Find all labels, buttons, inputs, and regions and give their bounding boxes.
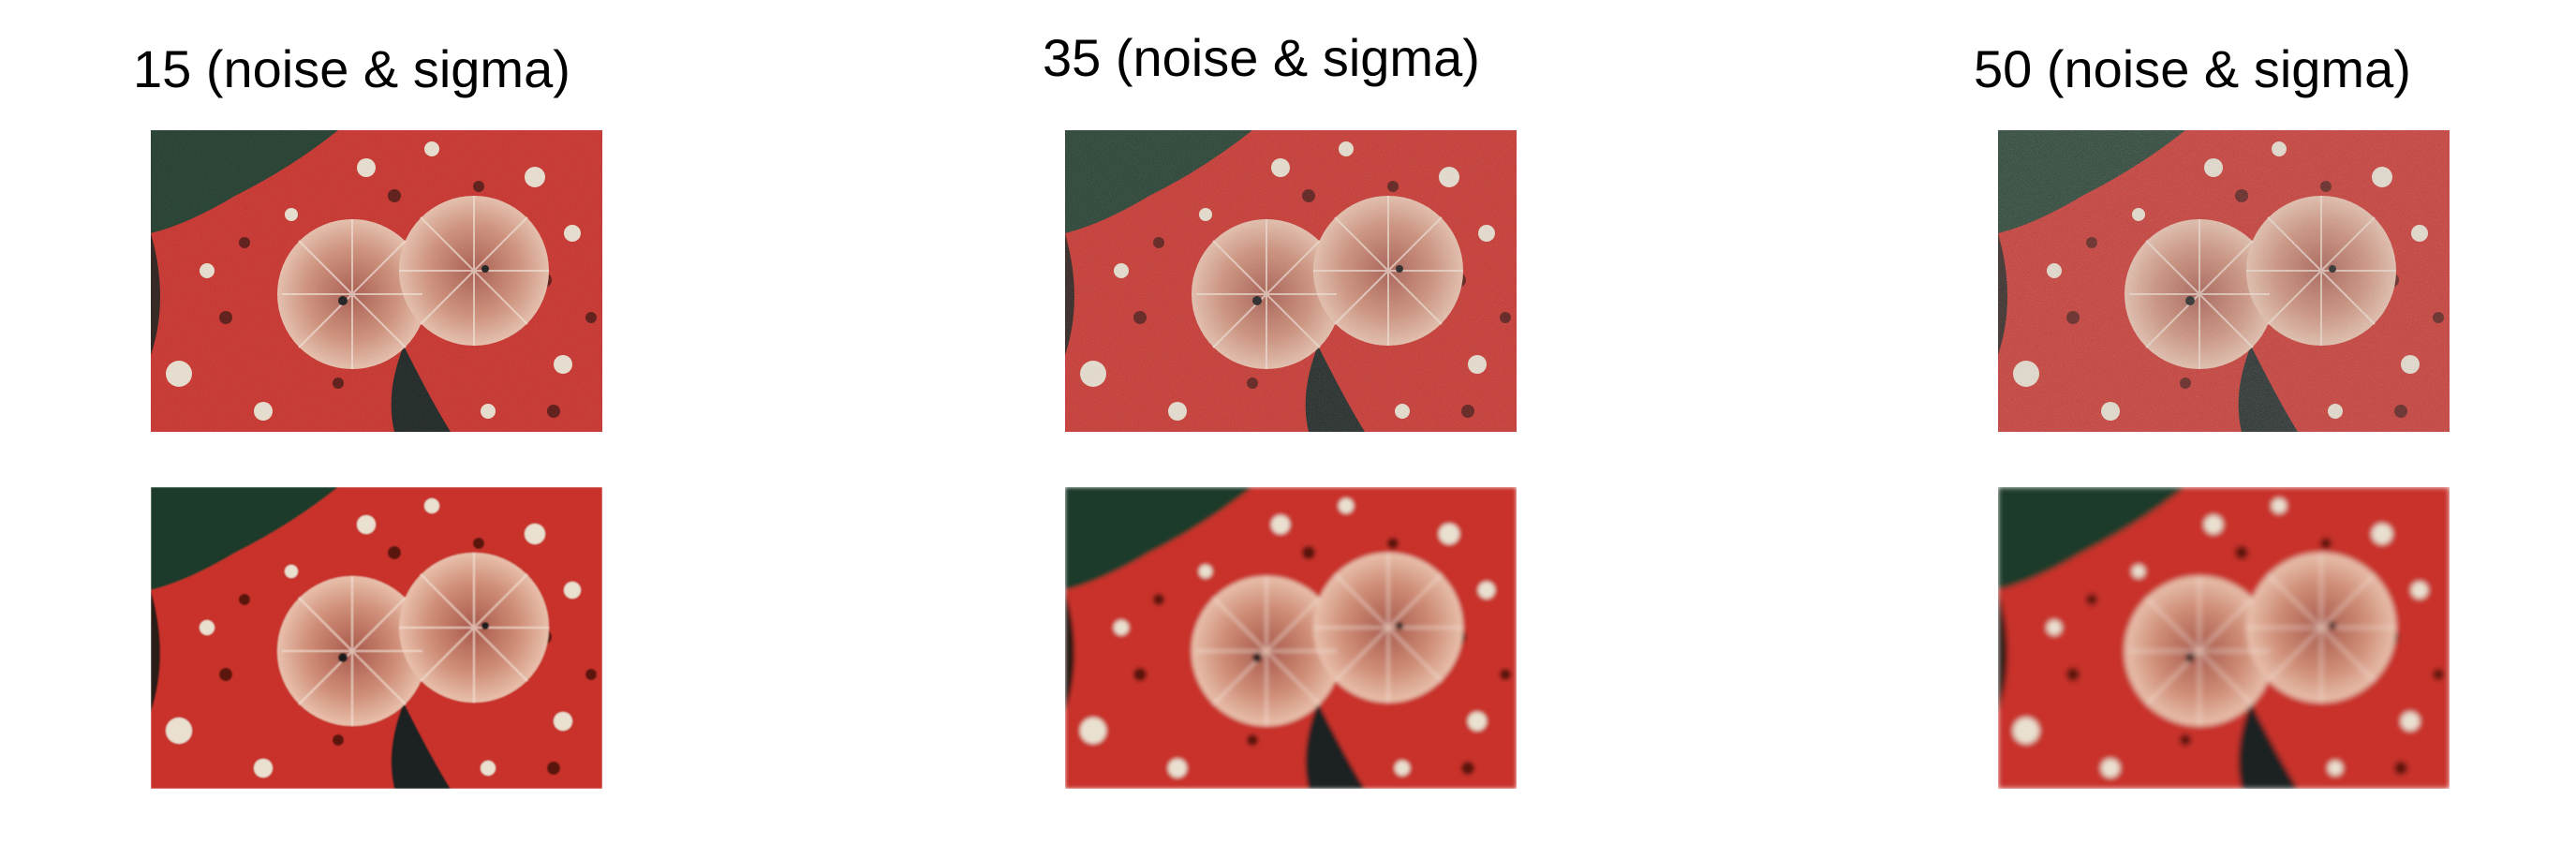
column-title-15: 15 (noise & sigma) (133, 39, 570, 98)
column-title-35: 35 (noise & sigma) (1043, 28, 1480, 87)
noisy-image-15 (151, 130, 602, 432)
column-title-50: 50 (noise & sigma) (1974, 39, 2411, 98)
noisy-image-50 (1998, 130, 2450, 432)
denoised-image-50 (1998, 487, 2450, 789)
denoised-image-35 (1065, 487, 1517, 789)
noisy-image-35 (1065, 130, 1517, 432)
denoised-image-15 (151, 487, 602, 789)
